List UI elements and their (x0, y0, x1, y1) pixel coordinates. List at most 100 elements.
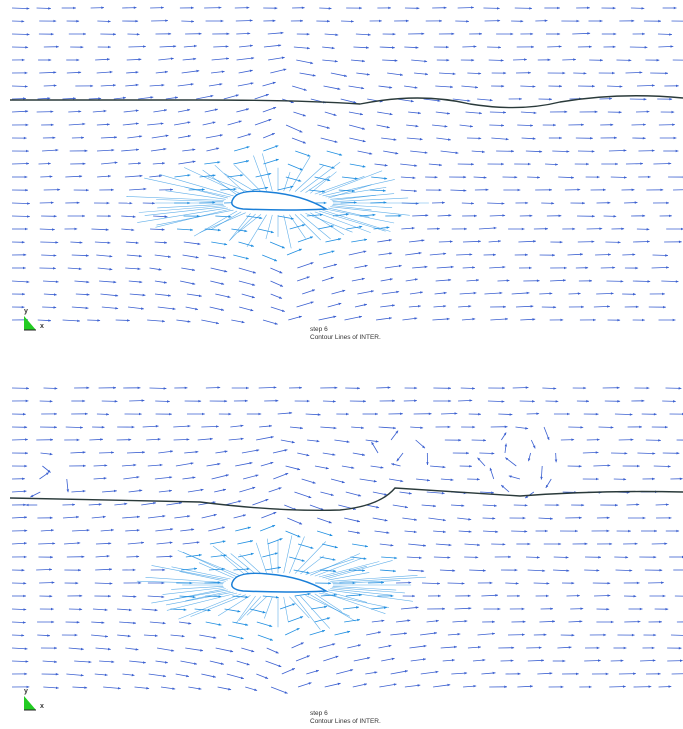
arrow-head (86, 386, 90, 390)
arrow-head (659, 620, 662, 624)
arrow-head (605, 672, 609, 676)
arrow-head (508, 555, 511, 559)
arrow-head (162, 319, 165, 323)
arrow-head (556, 503, 560, 507)
arrow-head (525, 253, 528, 257)
velocity-arrow (11, 163, 30, 165)
arrow-head (514, 176, 518, 179)
arrow-head (641, 7, 645, 10)
arrow-head (137, 386, 141, 390)
arrow-head (598, 659, 601, 662)
arrow-head (278, 664, 282, 667)
velocity-arrow (64, 542, 81, 545)
arrow-head (617, 318, 621, 322)
arrow-head (660, 188, 664, 192)
arrow-head (222, 540, 226, 543)
arrow-head (596, 477, 599, 481)
arrow-head (477, 457, 481, 461)
arrow-head (51, 607, 54, 611)
arrow-head (653, 413, 657, 416)
arrow-head (444, 125, 448, 128)
arrow-head (489, 98, 493, 102)
arrow-head (133, 6, 137, 9)
arrow-head (251, 295, 255, 299)
velocity-arrow (91, 228, 109, 231)
arrow-head (389, 278, 393, 281)
arrow-head (279, 270, 283, 274)
arrow-head (451, 658, 455, 662)
arrow-head (346, 440, 350, 443)
arrow-head (580, 253, 583, 256)
arrow-head (138, 162, 141, 165)
arrow-head (50, 438, 53, 441)
arrow-head (414, 278, 418, 281)
arrow-head (443, 305, 447, 308)
arrow-head (79, 175, 83, 178)
arrow-head (461, 504, 465, 507)
arrow-head (90, 84, 94, 88)
arrow-head (589, 45, 592, 48)
arrow-head (562, 659, 566, 663)
arrow-head (113, 386, 116, 390)
arrow-head (48, 58, 52, 62)
arrow-head (49, 568, 52, 571)
arrow-head (192, 595, 196, 599)
arrow-head (363, 250, 367, 253)
arrow-head (173, 45, 177, 48)
arrow-head (109, 70, 113, 74)
arrow-head (104, 608, 108, 612)
arrow-head (482, 658, 486, 662)
arrow-head (504, 443, 508, 447)
arrow-head (50, 123, 54, 127)
arrow-head (195, 450, 199, 454)
velocity-arrow (201, 426, 219, 428)
arrow-head (250, 244, 254, 247)
arrow-head (165, 661, 168, 664)
arrow-head (171, 649, 175, 652)
arrow-head (612, 45, 616, 49)
arrow-head (158, 268, 162, 271)
arrow-head (284, 691, 288, 694)
velocity-arrow (297, 262, 314, 269)
arrow-head (45, 472, 49, 475)
arrow-head (250, 44, 253, 47)
arrow-head (82, 162, 86, 165)
arrow-head (350, 669, 354, 672)
arrow-head (584, 542, 588, 546)
arrow-head (55, 672, 59, 676)
arrow-head (78, 71, 82, 74)
arrow-head (664, 542, 668, 545)
arrow-head (362, 59, 365, 63)
arrow-head (587, 32, 591, 35)
velocity-arrow (390, 632, 408, 636)
arrow-head (420, 426, 424, 429)
interface-contour-line (10, 95, 683, 109)
arrow-head (351, 466, 355, 469)
velocity-arrow (237, 540, 254, 545)
arrow-head (27, 215, 30, 218)
velocity-arrow (653, 163, 672, 165)
velocity-arrow (323, 655, 339, 662)
arrow-head (424, 151, 428, 154)
arrow-head (98, 97, 102, 100)
arrow-head (49, 400, 53, 403)
arrow-head (599, 19, 603, 23)
arrow-head (577, 188, 581, 191)
arrow-head (634, 201, 638, 204)
arrow-head (115, 294, 119, 297)
arrow-head (152, 202, 155, 205)
arrow-head (524, 504, 528, 507)
arrow-head (169, 476, 173, 479)
arrow-head (553, 306, 557, 309)
arrow-head (25, 227, 28, 231)
arrow-head (483, 439, 486, 442)
velocity-arrow (478, 227, 497, 230)
arrow-head (489, 467, 493, 471)
velocity-arrow (119, 621, 137, 624)
caption-top: step 6 Contour Lines of INTER. (310, 326, 381, 342)
arrow-head (23, 582, 27, 585)
arrow-head (193, 57, 197, 61)
arrow-head (617, 241, 621, 244)
arrow-head (26, 162, 29, 165)
arrow-head (537, 176, 540, 179)
